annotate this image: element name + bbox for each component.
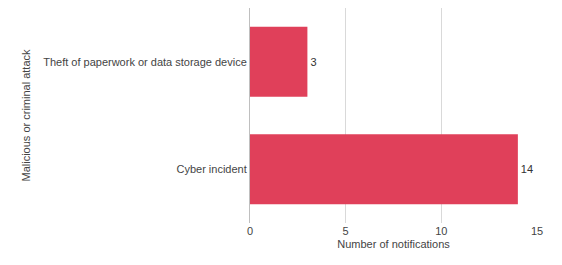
svg-text:Malicious or criminal attack: Malicious or criminal attack <box>20 49 32 182</box>
svg-text:Theft of paperwork or data sto: Theft of paperwork or data storage devic… <box>43 56 247 68</box>
svg-text:14: 14 <box>521 163 533 175</box>
svg-text:15: 15 <box>531 225 543 237</box>
svg-text:0: 0 <box>247 225 253 237</box>
svg-text:5: 5 <box>343 225 349 237</box>
svg-text:3: 3 <box>310 56 316 68</box>
svg-text:10: 10 <box>435 225 447 237</box>
svg-text:Cyber incident: Cyber incident <box>176 163 246 175</box>
svg-text:Number of notifications: Number of notifications <box>337 238 450 250</box>
